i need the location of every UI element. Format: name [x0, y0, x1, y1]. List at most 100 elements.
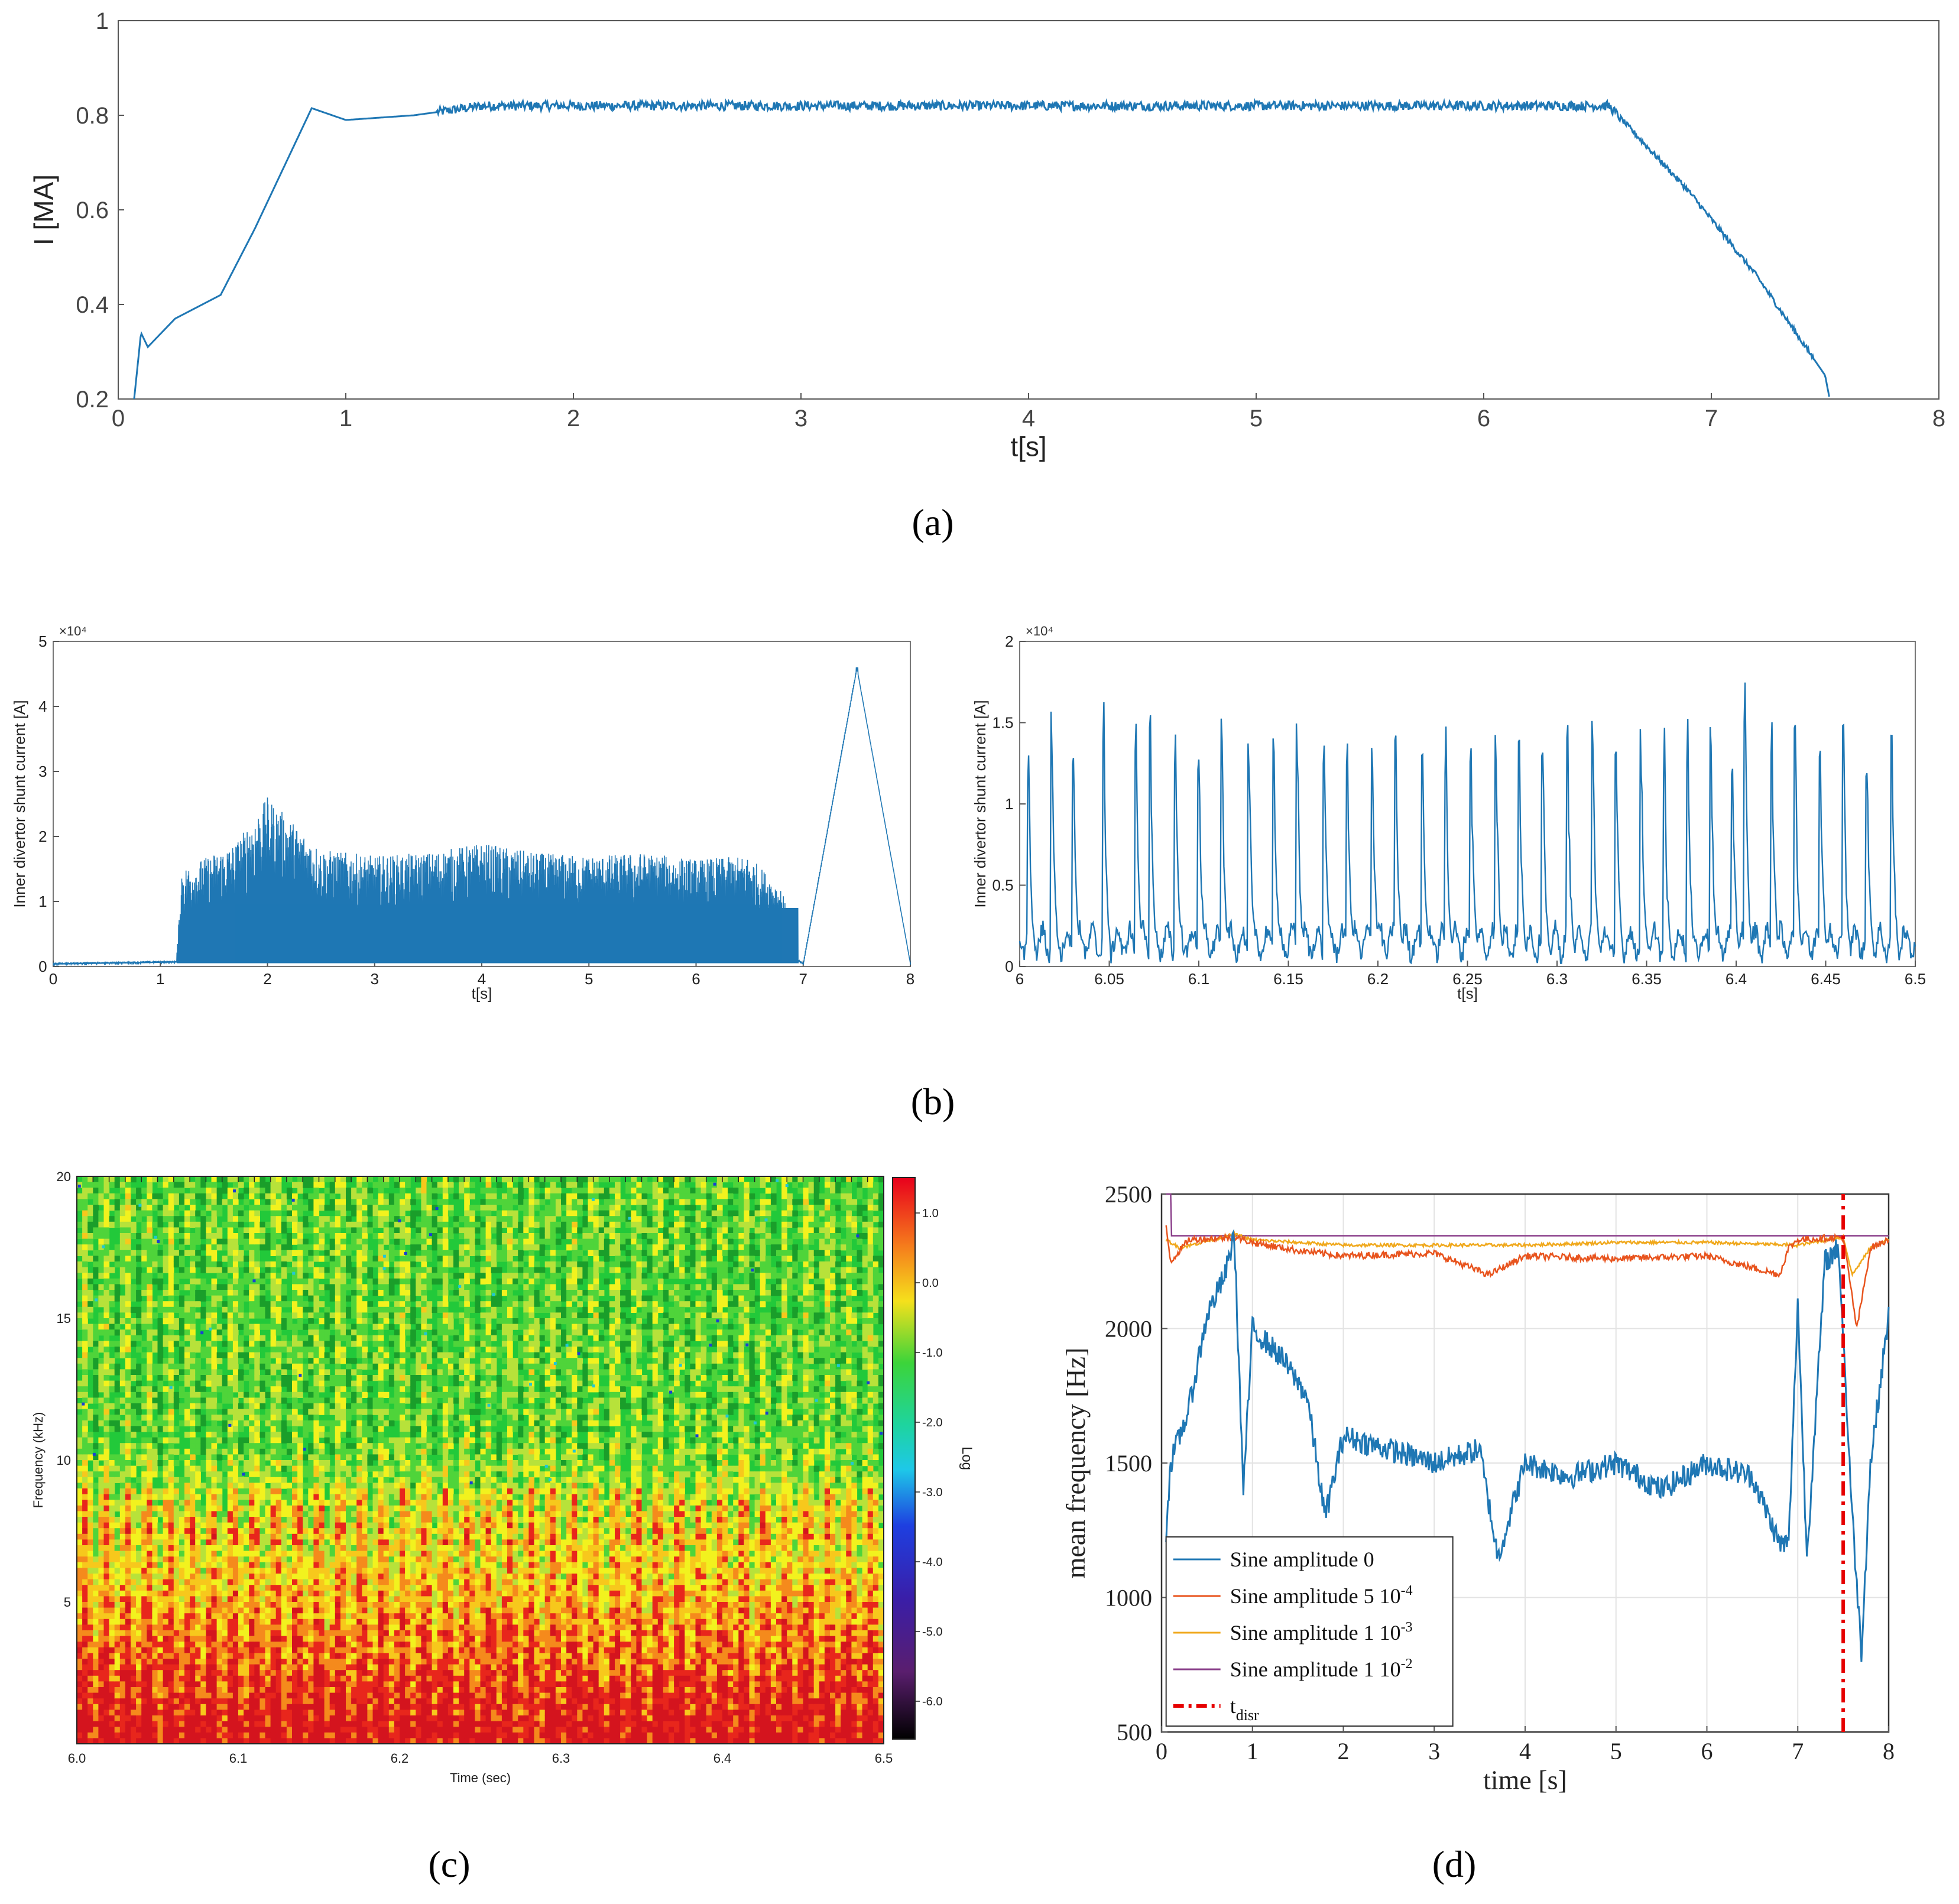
spectrogram-cell: [265, 1698, 271, 1705]
spectrogram-cell: [93, 1460, 99, 1467]
spectrogram-cell: [222, 1590, 228, 1597]
spectrogram-cell: [141, 1397, 147, 1404]
spectrogram-cell: [351, 1448, 357, 1455]
spectrogram-cell: [157, 1602, 164, 1608]
spectrogram-cell: [173, 1732, 180, 1738]
spectrogram-cell: [168, 1545, 174, 1552]
spectrogram-cell: [216, 1704, 223, 1710]
spectrogram-cell: [82, 1443, 88, 1449]
spectrogram-cell: [82, 1267, 88, 1273]
spectrogram-cell: [249, 1562, 255, 1568]
spectrogram-cell: [292, 1630, 298, 1637]
spectrogram-cell: [211, 1585, 218, 1591]
spectrogram-cell: [103, 1335, 110, 1341]
spectrogram-cell: [275, 1426, 282, 1432]
spectrogram-cell: [179, 1522, 185, 1529]
spectrogram-cell: [324, 1630, 330, 1637]
spectrogram-cell: [82, 1533, 88, 1540]
spectrogram-cell: [173, 1613, 180, 1620]
spectrogram-cell: [152, 1562, 158, 1568]
spectrogram-cell: [244, 1607, 249, 1614]
spectrogram-cell: [238, 1511, 244, 1517]
spectrogram-cell: [232, 1528, 239, 1535]
spectrogram-cell: [270, 1562, 277, 1568]
spectrogram-cell: [286, 1664, 293, 1671]
spectrogram-cell: [93, 1562, 99, 1568]
spectrogram-cell: [286, 1675, 293, 1682]
spectrogram-cell: [179, 1233, 185, 1240]
spectrogram-cell: [152, 1533, 158, 1540]
spectrogram-cell: [125, 1545, 131, 1552]
spectrogram-cell: [319, 1205, 325, 1211]
spectrogram-cell: [82, 1199, 88, 1205]
spectrogram-cell: [114, 1397, 121, 1404]
spectrogram-cell: [260, 1562, 266, 1568]
spectrogram-cell: [82, 1312, 88, 1319]
spectrogram-cell: [244, 1630, 249, 1637]
spectrogram-cell: [119, 1607, 126, 1614]
spectrogram-cell: [356, 1386, 362, 1393]
spectrogram-cell: [152, 1704, 158, 1710]
spectrogram-cell: [195, 1585, 201, 1591]
spectrogram-cell: [286, 1488, 293, 1495]
spectrogram-cell: [351, 1193, 357, 1199]
spectrogram-cell: [313, 1188, 320, 1194]
spectrogram-cell: [184, 1738, 190, 1744]
spectrogram-cell: [286, 1432, 293, 1438]
spectrogram-cell: [313, 1574, 320, 1580]
spectrogram-cell: [303, 1607, 309, 1614]
spectrogram-cell: [324, 1227, 330, 1234]
spectrogram-cell: [249, 1692, 255, 1699]
spectrogram-cell: [211, 1437, 218, 1444]
spectrogram-cell: [346, 1329, 352, 1336]
spectrogram-cell: [77, 1659, 83, 1665]
spectrogram-cell: [275, 1284, 282, 1290]
spectrogram-cell: [103, 1278, 110, 1285]
spectrogram-cell: [222, 1284, 228, 1290]
spectrogram-cell: [136, 1545, 142, 1552]
spectrogram-cell: [308, 1562, 314, 1568]
spectrogram-cell: [367, 1545, 374, 1552]
spectrogram-cell: [260, 1273, 266, 1279]
spectrogram-cell: [141, 1613, 147, 1620]
spectrogram-cell: [249, 1210, 255, 1217]
spectrogram-cell: [227, 1188, 233, 1194]
spectrogram-cell: [244, 1494, 249, 1500]
spectrogram-cell: [119, 1556, 126, 1563]
spectrogram-cell: [77, 1205, 83, 1211]
spectrogram-cell: [179, 1267, 185, 1273]
spectrogram-cell: [275, 1670, 282, 1676]
spectrogram-cell: [168, 1517, 174, 1523]
spectrogram-cell: [329, 1732, 336, 1738]
y-tick-label: 1: [38, 893, 47, 910]
spectrogram-cell: [195, 1704, 201, 1710]
spectrogram-cell: [125, 1199, 131, 1205]
spectrogram-cell: [173, 1216, 180, 1222]
spectrogram-cell: [286, 1494, 293, 1500]
spectrogram-cell: [270, 1607, 277, 1614]
spectrogram-cell: [351, 1238, 357, 1245]
spectrogram-cell: [227, 1727, 233, 1733]
spectrogram-cell: [286, 1238, 293, 1245]
spectrogram-cell: [254, 1471, 260, 1478]
spectrogram-cell: [211, 1391, 218, 1398]
spectrogram-cell: [265, 1369, 271, 1376]
spectrogram-cell: [200, 1551, 206, 1557]
spectrogram-cell: [82, 1653, 88, 1659]
spectrogram-cell: [346, 1375, 352, 1381]
spectrogram-cell: [329, 1221, 336, 1228]
spectrogram-cell: [87, 1488, 93, 1495]
spectrogram-cell: [238, 1380, 244, 1387]
spectrogram-cell: [163, 1483, 169, 1489]
spectrogram-cell: [346, 1284, 352, 1290]
spectrogram-cell: [131, 1517, 137, 1523]
spectrogram-cell: [227, 1710, 233, 1716]
spectrogram-cell: [87, 1511, 93, 1517]
spectrogram-cell: [222, 1545, 228, 1552]
spectrogram-cell: [98, 1579, 105, 1585]
spectrogram-cell: [195, 1261, 201, 1268]
spectrogram-cell: [232, 1664, 239, 1671]
spectrogram-cell: [340, 1391, 346, 1398]
spectrogram-cell: [351, 1188, 357, 1194]
spectrogram-cell: [77, 1528, 83, 1535]
